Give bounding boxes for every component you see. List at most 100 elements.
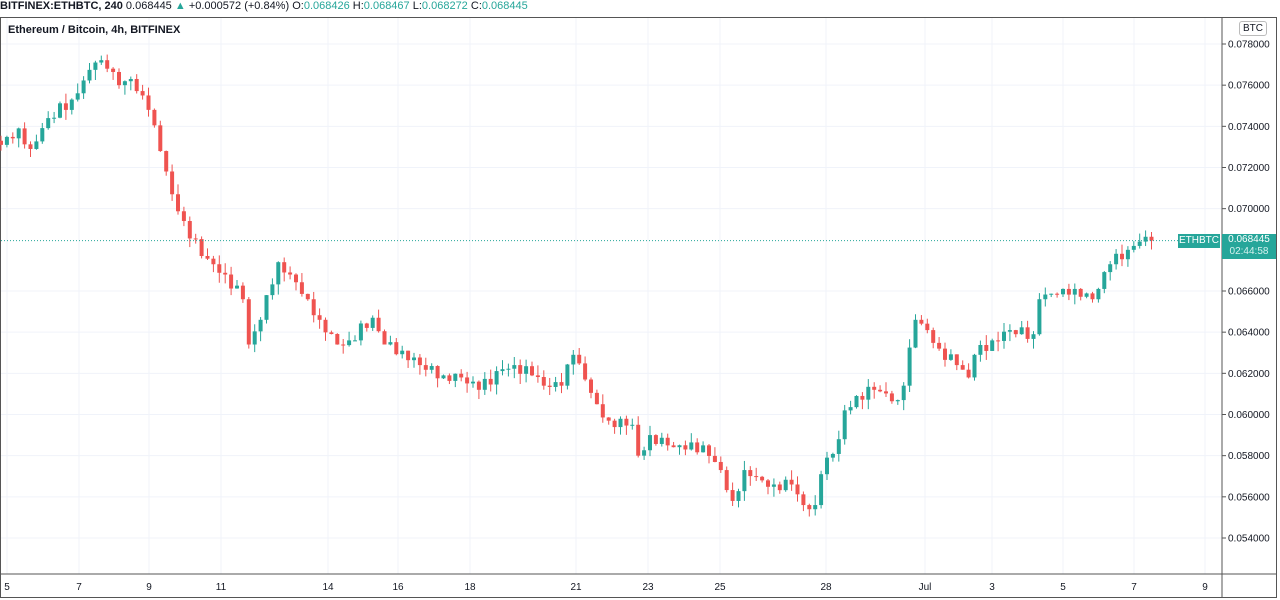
candle-up xyxy=(258,319,263,332)
candle-up xyxy=(347,340,352,346)
candle-up xyxy=(1125,249,1130,260)
candle-up xyxy=(659,437,664,444)
candle-down xyxy=(860,395,865,400)
candle-up xyxy=(1096,288,1101,300)
candle-down xyxy=(22,128,27,145)
candle-up xyxy=(866,386,871,400)
candle-down xyxy=(712,455,717,462)
candle-down xyxy=(754,476,759,478)
candle-down xyxy=(606,417,611,421)
candle-up xyxy=(901,385,906,401)
candle-down xyxy=(960,365,965,370)
candle-down xyxy=(530,366,534,376)
candle-up xyxy=(642,450,647,456)
candle-up xyxy=(270,284,275,296)
candle-down xyxy=(164,151,169,172)
chart-frame[interactable] xyxy=(0,17,1277,598)
candle-down xyxy=(1025,327,1030,339)
candle-up xyxy=(836,439,841,454)
candle-up xyxy=(1114,253,1119,265)
candle-down xyxy=(966,369,971,378)
candle-down xyxy=(246,299,251,345)
candle-down xyxy=(317,315,322,320)
candle-up xyxy=(87,69,92,81)
time-tick-label: 21 xyxy=(570,582,582,593)
candle-up xyxy=(1037,299,1042,335)
candle-up xyxy=(1084,293,1089,297)
candle-up xyxy=(412,357,416,361)
open-value: 0.068426 xyxy=(303,0,350,12)
candle-up xyxy=(500,369,505,372)
candle-down xyxy=(1120,253,1124,260)
candle-up xyxy=(353,340,357,342)
candle-down xyxy=(176,194,180,212)
candle-up xyxy=(1061,288,1065,295)
candle-down xyxy=(488,378,493,385)
candle-up xyxy=(1049,293,1054,295)
price-tick-label: 0.076000 xyxy=(1228,81,1270,92)
candle-up xyxy=(1137,241,1142,246)
price-tick-label: 0.054000 xyxy=(1228,533,1270,544)
candle-up xyxy=(453,373,458,381)
candle-down xyxy=(724,470,729,491)
bar-countdown: 02:44:58 xyxy=(1229,246,1269,257)
candle-down xyxy=(152,109,157,126)
candle-up xyxy=(16,128,21,139)
symbol-name: BITFINEX:ETHBTC, 240 xyxy=(0,0,123,12)
candle-down xyxy=(217,264,222,273)
time-tick-label: 16 xyxy=(392,582,404,593)
candle-up xyxy=(771,484,776,487)
candle-down xyxy=(406,350,411,361)
candle-down xyxy=(376,317,381,332)
candle-down xyxy=(181,211,186,222)
candle-down xyxy=(311,299,316,316)
candle-down xyxy=(335,334,340,345)
candle-up xyxy=(512,365,517,369)
candle-down xyxy=(423,365,428,370)
time-tick-label: 5 xyxy=(1060,582,1066,593)
up-arrow-icon: ▲ xyxy=(174,0,186,12)
price-tick-label: 0.062000 xyxy=(1228,369,1270,380)
candle-down xyxy=(1055,293,1060,295)
candle-down xyxy=(671,445,676,448)
last-price-label: 0.068445 02:44:58 xyxy=(1222,234,1276,259)
candle-down xyxy=(364,323,369,328)
candle-up xyxy=(471,381,475,384)
candle-up xyxy=(842,410,847,440)
candle-up xyxy=(99,60,104,63)
candle-down xyxy=(718,461,723,471)
candle-down xyxy=(158,125,163,152)
candle-up xyxy=(506,368,511,370)
candle-up xyxy=(40,128,45,142)
candle-down xyxy=(707,445,711,456)
candle-down xyxy=(187,221,192,239)
candle-down xyxy=(535,375,540,378)
candle-up xyxy=(93,62,98,70)
candle-up xyxy=(1043,294,1048,300)
candle-up xyxy=(69,99,74,110)
candle-up xyxy=(1102,272,1107,289)
time-tick-label: 9 xyxy=(1202,582,1208,593)
candle-up xyxy=(648,435,652,451)
candle-up xyxy=(736,491,741,501)
candle-down xyxy=(10,136,15,139)
candle-up xyxy=(264,295,269,320)
candle-down xyxy=(884,391,888,394)
candle-down xyxy=(28,144,33,149)
candle-up xyxy=(1143,236,1148,242)
candle-up xyxy=(122,81,127,86)
candle-up xyxy=(895,400,900,402)
candle-down xyxy=(636,424,641,456)
candle-up xyxy=(742,470,747,492)
candle-up xyxy=(948,354,953,360)
candle-up xyxy=(825,457,829,475)
candle-down xyxy=(394,342,399,355)
currency-badge[interactable]: BTC xyxy=(1239,21,1267,36)
time-tick-label: 11 xyxy=(216,582,227,593)
candle-up xyxy=(571,354,576,365)
candle-down xyxy=(199,239,204,257)
candle-down xyxy=(299,282,304,294)
candle-down xyxy=(872,386,877,390)
candle-up xyxy=(565,364,570,386)
